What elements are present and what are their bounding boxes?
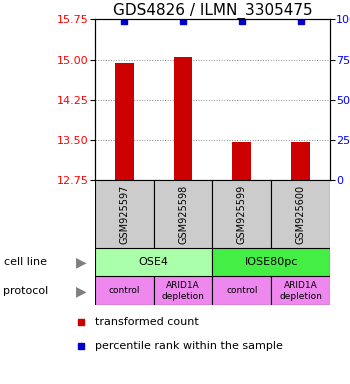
Text: percentile rank within the sample: percentile rank within the sample	[95, 341, 283, 351]
Bar	[232, 142, 251, 180]
Bar	[115, 63, 134, 180]
Bar	[212, 248, 330, 276]
Bar	[154, 276, 212, 305]
Text: ARID1A
depletion: ARID1A depletion	[279, 281, 322, 301]
Text: GSM925600: GSM925600	[296, 185, 306, 243]
Bar	[154, 180, 212, 248]
Text: cell line: cell line	[4, 257, 47, 267]
Title: GDS4826 / ILMN_3305475: GDS4826 / ILMN_3305475	[113, 3, 312, 19]
Text: protocol: protocol	[4, 286, 49, 296]
Bar	[212, 180, 271, 248]
Text: ▶: ▶	[76, 255, 86, 269]
Text: GSM925598: GSM925598	[178, 184, 188, 244]
Text: control: control	[226, 286, 258, 295]
Text: control: control	[108, 286, 140, 295]
Text: transformed count: transformed count	[95, 317, 199, 327]
Bar	[271, 180, 330, 248]
Text: GSM925597: GSM925597	[119, 184, 129, 244]
Text: IOSE80pc: IOSE80pc	[245, 257, 298, 267]
Bar	[95, 248, 212, 276]
Bar	[291, 142, 310, 180]
Text: ▶: ▶	[76, 284, 86, 298]
Bar	[174, 57, 192, 180]
Bar	[95, 180, 154, 248]
Text: GSM925599: GSM925599	[237, 184, 247, 244]
Text: OSE4: OSE4	[139, 257, 169, 267]
Bar	[271, 276, 330, 305]
Bar	[95, 276, 154, 305]
Text: ARID1A
depletion: ARID1A depletion	[162, 281, 204, 301]
Bar	[212, 276, 271, 305]
